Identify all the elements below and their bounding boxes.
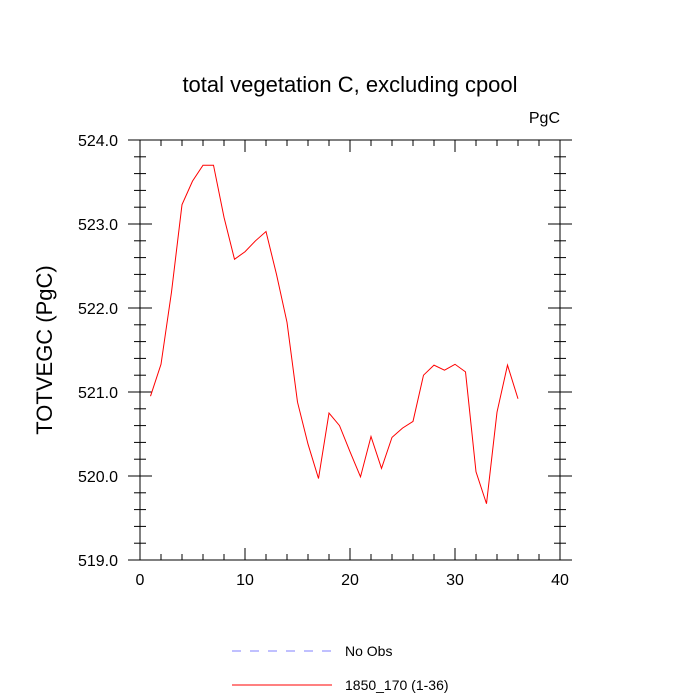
x-tick-label: 10 bbox=[236, 572, 254, 589]
data-point bbox=[464, 370, 467, 373]
data-point bbox=[433, 364, 436, 367]
plot-frame bbox=[139, 139, 561, 561]
data-point bbox=[223, 216, 226, 219]
data-point bbox=[286, 321, 289, 324]
x-tick-label: 30 bbox=[446, 572, 464, 589]
data-point bbox=[380, 467, 383, 470]
data-point bbox=[233, 258, 236, 261]
data-point bbox=[370, 435, 373, 438]
data-point bbox=[191, 180, 194, 183]
data-point bbox=[422, 374, 425, 377]
data-point bbox=[149, 395, 152, 398]
legend-label-1850-170: 1850_170 (1-36) bbox=[345, 677, 449, 693]
data-point bbox=[317, 477, 320, 480]
data-point bbox=[202, 164, 205, 167]
data-point bbox=[265, 230, 268, 233]
data-point bbox=[412, 420, 415, 423]
y-tick-label: 519.0 bbox=[78, 553, 118, 570]
y-tick-label: 524.0 bbox=[78, 133, 118, 150]
legend: No Obs 1850_170 (1-36) bbox=[232, 643, 449, 693]
data-point bbox=[475, 470, 478, 473]
x-tick-label: 40 bbox=[551, 572, 569, 589]
data-point bbox=[359, 475, 362, 478]
data-point bbox=[244, 250, 247, 253]
y-axis-label: TOTVEGC (PgC) bbox=[32, 265, 57, 435]
data-point bbox=[506, 364, 509, 367]
data-point bbox=[454, 363, 457, 366]
data-point bbox=[296, 401, 299, 404]
x-tick-label: 0 bbox=[136, 572, 145, 589]
data-point bbox=[485, 502, 488, 505]
axis-ticks: 0 10 20 30 40 519.0 520.0 521.0 522.0 523.0 524.0 bbox=[78, 133, 572, 589]
units-label: PgC bbox=[529, 110, 560, 127]
data-point bbox=[349, 450, 352, 453]
data-point bbox=[275, 273, 278, 276]
y-tick-label: 522.0 bbox=[78, 301, 118, 318]
data-point bbox=[391, 436, 394, 439]
x-tick-label: 20 bbox=[341, 572, 359, 589]
data-point bbox=[170, 291, 173, 294]
data-point bbox=[328, 412, 331, 415]
data-point bbox=[401, 427, 404, 430]
data-point bbox=[212, 164, 215, 167]
data-point bbox=[254, 239, 257, 242]
chart-title: total vegetation C, excluding cpool bbox=[182, 72, 517, 97]
data-point bbox=[496, 411, 499, 414]
data-point bbox=[338, 424, 341, 427]
data-point bbox=[307, 443, 310, 446]
series-line bbox=[150, 164, 519, 504]
data-point bbox=[443, 369, 446, 372]
series-layer bbox=[149, 164, 520, 505]
data-point bbox=[517, 397, 520, 400]
legend-label-no-obs: No Obs bbox=[345, 643, 392, 659]
y-tick-label: 523.0 bbox=[78, 217, 118, 234]
y-tick-label: 521.0 bbox=[78, 385, 118, 402]
y-tick-label: 520.0 bbox=[78, 469, 118, 486]
data-point bbox=[181, 203, 184, 206]
data-point bbox=[160, 363, 163, 366]
